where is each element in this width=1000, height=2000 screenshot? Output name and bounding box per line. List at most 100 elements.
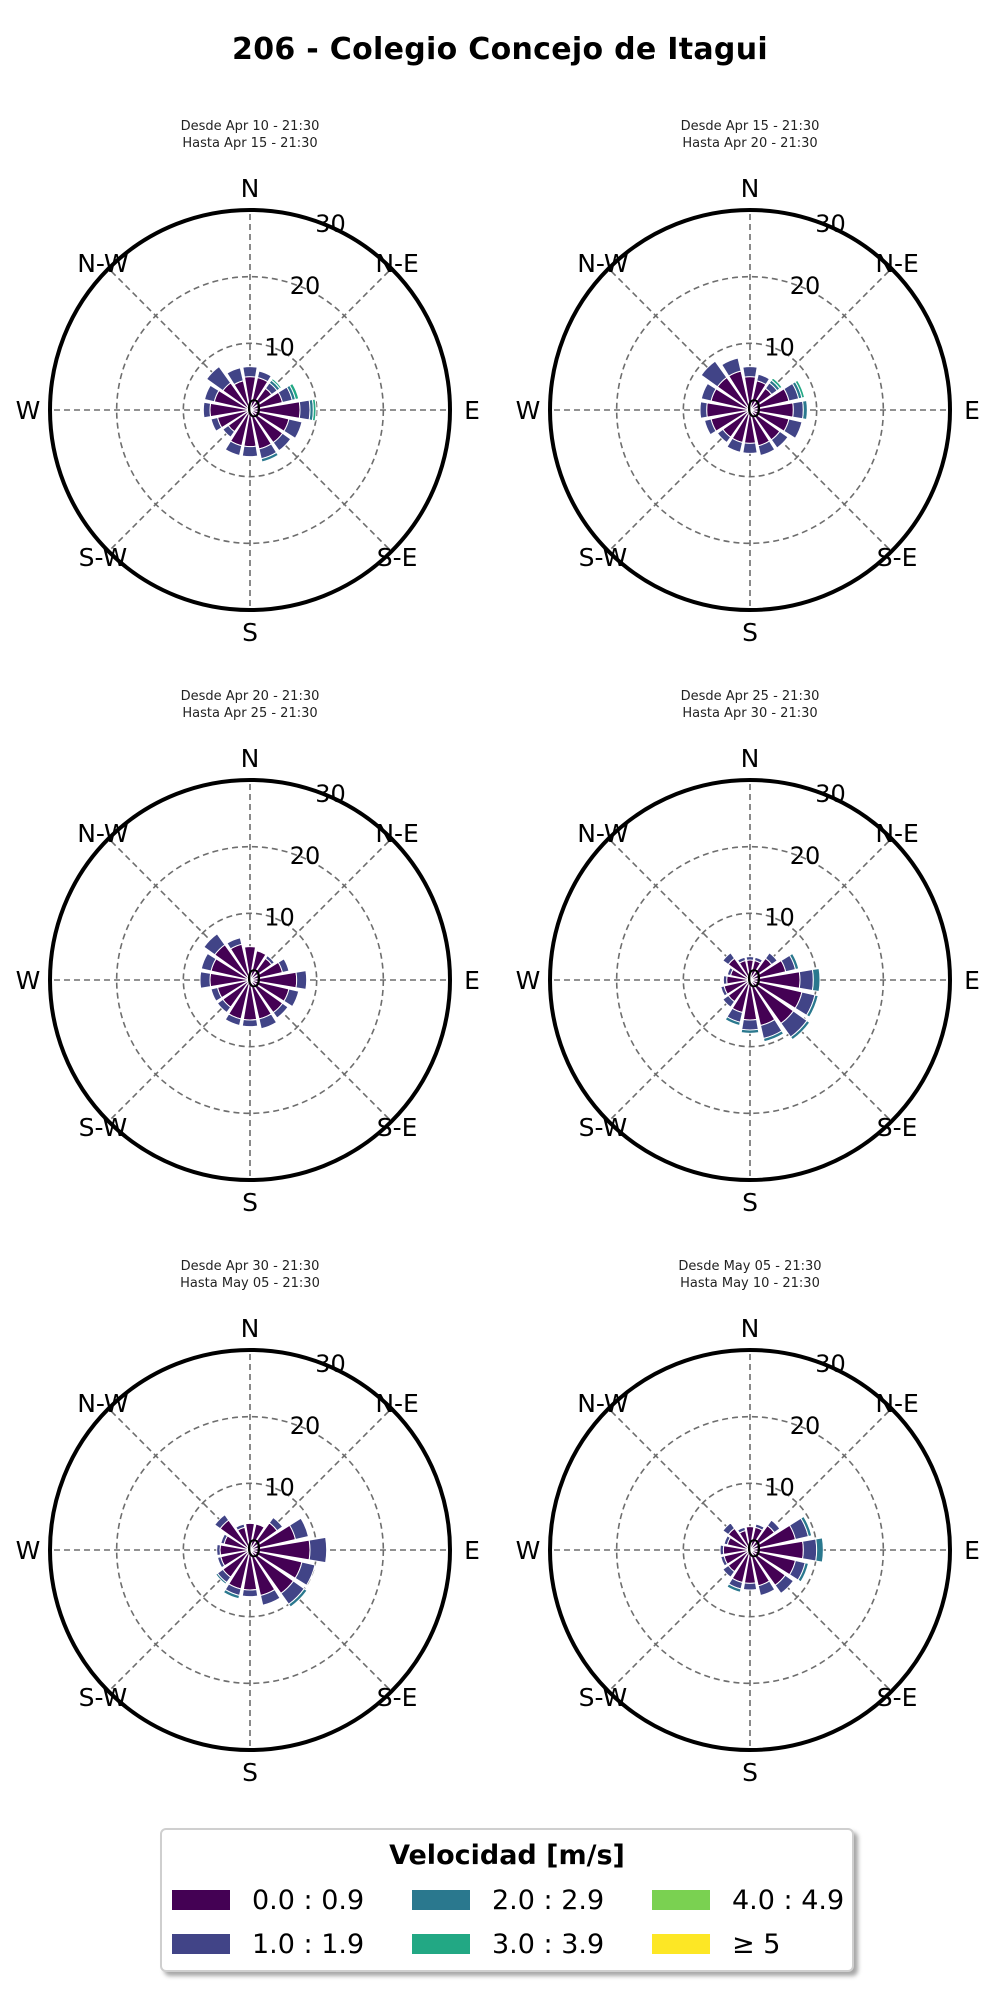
radial-tick-label: 10	[264, 333, 295, 361]
rose-petal-segment	[722, 1522, 736, 1536]
legend-item: ≥ 5	[652, 1926, 780, 1962]
rose-petal-segment	[722, 975, 728, 985]
rose-petal-segment	[741, 1018, 759, 1031]
rose-petal-segment	[724, 1016, 741, 1027]
windrose-panel: Desde Apr 10 - 21:30 Hasta Apr 15 - 21:30…	[16, 119, 480, 647]
rose-petal-segment	[722, 1564, 736, 1578]
windrose-grid: Desde Apr 10 - 21:30 Hasta Apr 15 - 21:30…	[16, 119, 980, 1787]
direction-label: S	[742, 1188, 758, 1217]
rose-petal-segment	[298, 399, 311, 421]
rose-petal-segment	[756, 373, 771, 386]
rose-petal-segment	[264, 954, 276, 966]
rose-petal-segment	[241, 445, 259, 458]
windrose-panel: Desde Apr 30 - 21:30 Hasta May 05 - 21:30…	[16, 1259, 480, 1787]
rose-petal-segment	[722, 952, 736, 966]
windrose-panel: Desde May 05 - 21:30 Hasta May 10 - 21:30…	[516, 1259, 980, 1787]
direction-label: S-W	[79, 1683, 128, 1712]
rose-petal-segment	[811, 967, 821, 993]
rose-petal-segment	[270, 377, 283, 390]
direction-label: S-E	[877, 1683, 918, 1712]
direction-label: E	[464, 966, 480, 995]
radial-gridline	[182, 912, 318, 1048]
rose-petal-segment	[226, 367, 244, 386]
direction-label: S-W	[579, 543, 628, 572]
rose-petal-segment	[740, 1028, 760, 1034]
direction-label: W	[516, 1536, 541, 1565]
panel-subtitle-from: Desde Apr 10 - 21:30	[181, 119, 320, 134]
direction-label: S-E	[377, 543, 418, 572]
radial-tick-label: 10	[764, 1473, 795, 1501]
legend: Velocidad [m/s] 0.0 : 0.9 2.0 : 2.9 4.0 …	[160, 1828, 854, 1972]
radial-tick-label: 0	[246, 395, 261, 423]
direction-label: S-W	[579, 1683, 628, 1712]
rose-petal-segment	[288, 382, 300, 401]
radial-tick-label: 30	[815, 780, 846, 808]
rose-petal-segment	[226, 937, 243, 950]
radial-tick-label: 0	[746, 395, 761, 423]
direction-label: N	[741, 744, 760, 773]
rose-petal-segment	[215, 1572, 228, 1585]
panel-subtitle-to: Hasta May 05 - 21:30	[180, 1276, 320, 1291]
rose-petal-segment	[700, 382, 717, 402]
direction-label: N	[241, 174, 260, 203]
rose-petal-segment	[224, 440, 243, 457]
panel-subtitle-from: Desde Apr 20 - 21:30	[181, 689, 320, 704]
rose-petal-segment	[294, 1561, 316, 1587]
rose-petal-segment	[283, 988, 300, 1008]
direction-label: N-W	[77, 1389, 128, 1418]
rose-petal-segment	[797, 1562, 810, 1583]
rose-petal-segment	[222, 1588, 241, 1600]
rose-petal-segment	[721, 357, 742, 377]
direction-label: S-W	[79, 1113, 128, 1142]
direction-label: S	[742, 618, 758, 647]
rose-petal-segment	[794, 379, 806, 399]
radial-tick-label: 30	[315, 780, 346, 808]
rose-petal-segment	[815, 1537, 824, 1563]
rose-petal-segment	[295, 970, 308, 990]
direction-label: E	[464, 1536, 480, 1565]
legend-item: 0.0 : 0.9	[172, 1882, 364, 1918]
radial-tick-label: 20	[790, 842, 821, 870]
rose-petal-segment	[242, 366, 258, 378]
windrose-panel: Desde Apr 15 - 21:30 Hasta Apr 20 - 21:30…	[516, 119, 980, 647]
legend-item: 3.0 : 3.9	[412, 1926, 604, 1962]
outer-circle	[48, 1348, 452, 1752]
legend-label: 2.0 : 2.9	[492, 1884, 605, 1916]
rose-petal-segment	[288, 1588, 308, 1608]
direction-label: S-E	[877, 543, 918, 572]
direction-label: S	[242, 1758, 258, 1787]
rose-petal-segment	[757, 1580, 776, 1597]
rose-petal-segment	[272, 1002, 289, 1019]
legend-item: 4.0 : 4.9	[652, 1882, 844, 1918]
radial-tick-label: 30	[315, 210, 346, 238]
rose-petal-segment	[726, 1583, 742, 1593]
direction-gridline	[249, 838, 392, 981]
rose-petal-segment	[700, 360, 728, 388]
radial-tick-label: 20	[790, 272, 821, 300]
rose-petal-segment	[214, 1514, 230, 1530]
rose-petal-segment	[802, 1538, 818, 1562]
radial-tick-label: 0	[246, 965, 261, 993]
rose-petal-segment	[726, 437, 744, 453]
legend-item: 1.0 : 1.9	[172, 1926, 364, 1962]
rose-petal-segment	[798, 968, 814, 992]
radial-tick-label: 20	[290, 272, 321, 300]
radial-tick-label: 10	[264, 903, 295, 931]
panel-subtitle-from: Desde Apr 25 - 21:30	[681, 689, 820, 704]
direction-label: S-W	[579, 1113, 628, 1142]
direction-label: W	[16, 966, 41, 995]
direction-label: N-W	[77, 819, 128, 848]
direction-label: S	[242, 1188, 258, 1217]
rose-petal-segment	[753, 956, 764, 964]
panel-subtitle-from: Desde May 05 - 21:30	[678, 1259, 821, 1274]
rose-petal-segment	[716, 428, 732, 444]
rose-petal-segment	[754, 1523, 765, 1531]
direction-label: W	[16, 1536, 41, 1565]
rose-petal-segment	[736, 1526, 747, 1534]
direction-label: S-W	[79, 543, 128, 572]
legend-label: 0.0 : 0.9	[252, 1884, 365, 1916]
rose-petal-segment	[719, 1544, 725, 1556]
rose-petal-segment	[720, 985, 729, 997]
rose-petal-segment	[742, 1582, 758, 1591]
rose-petal-segment	[259, 1588, 281, 1606]
